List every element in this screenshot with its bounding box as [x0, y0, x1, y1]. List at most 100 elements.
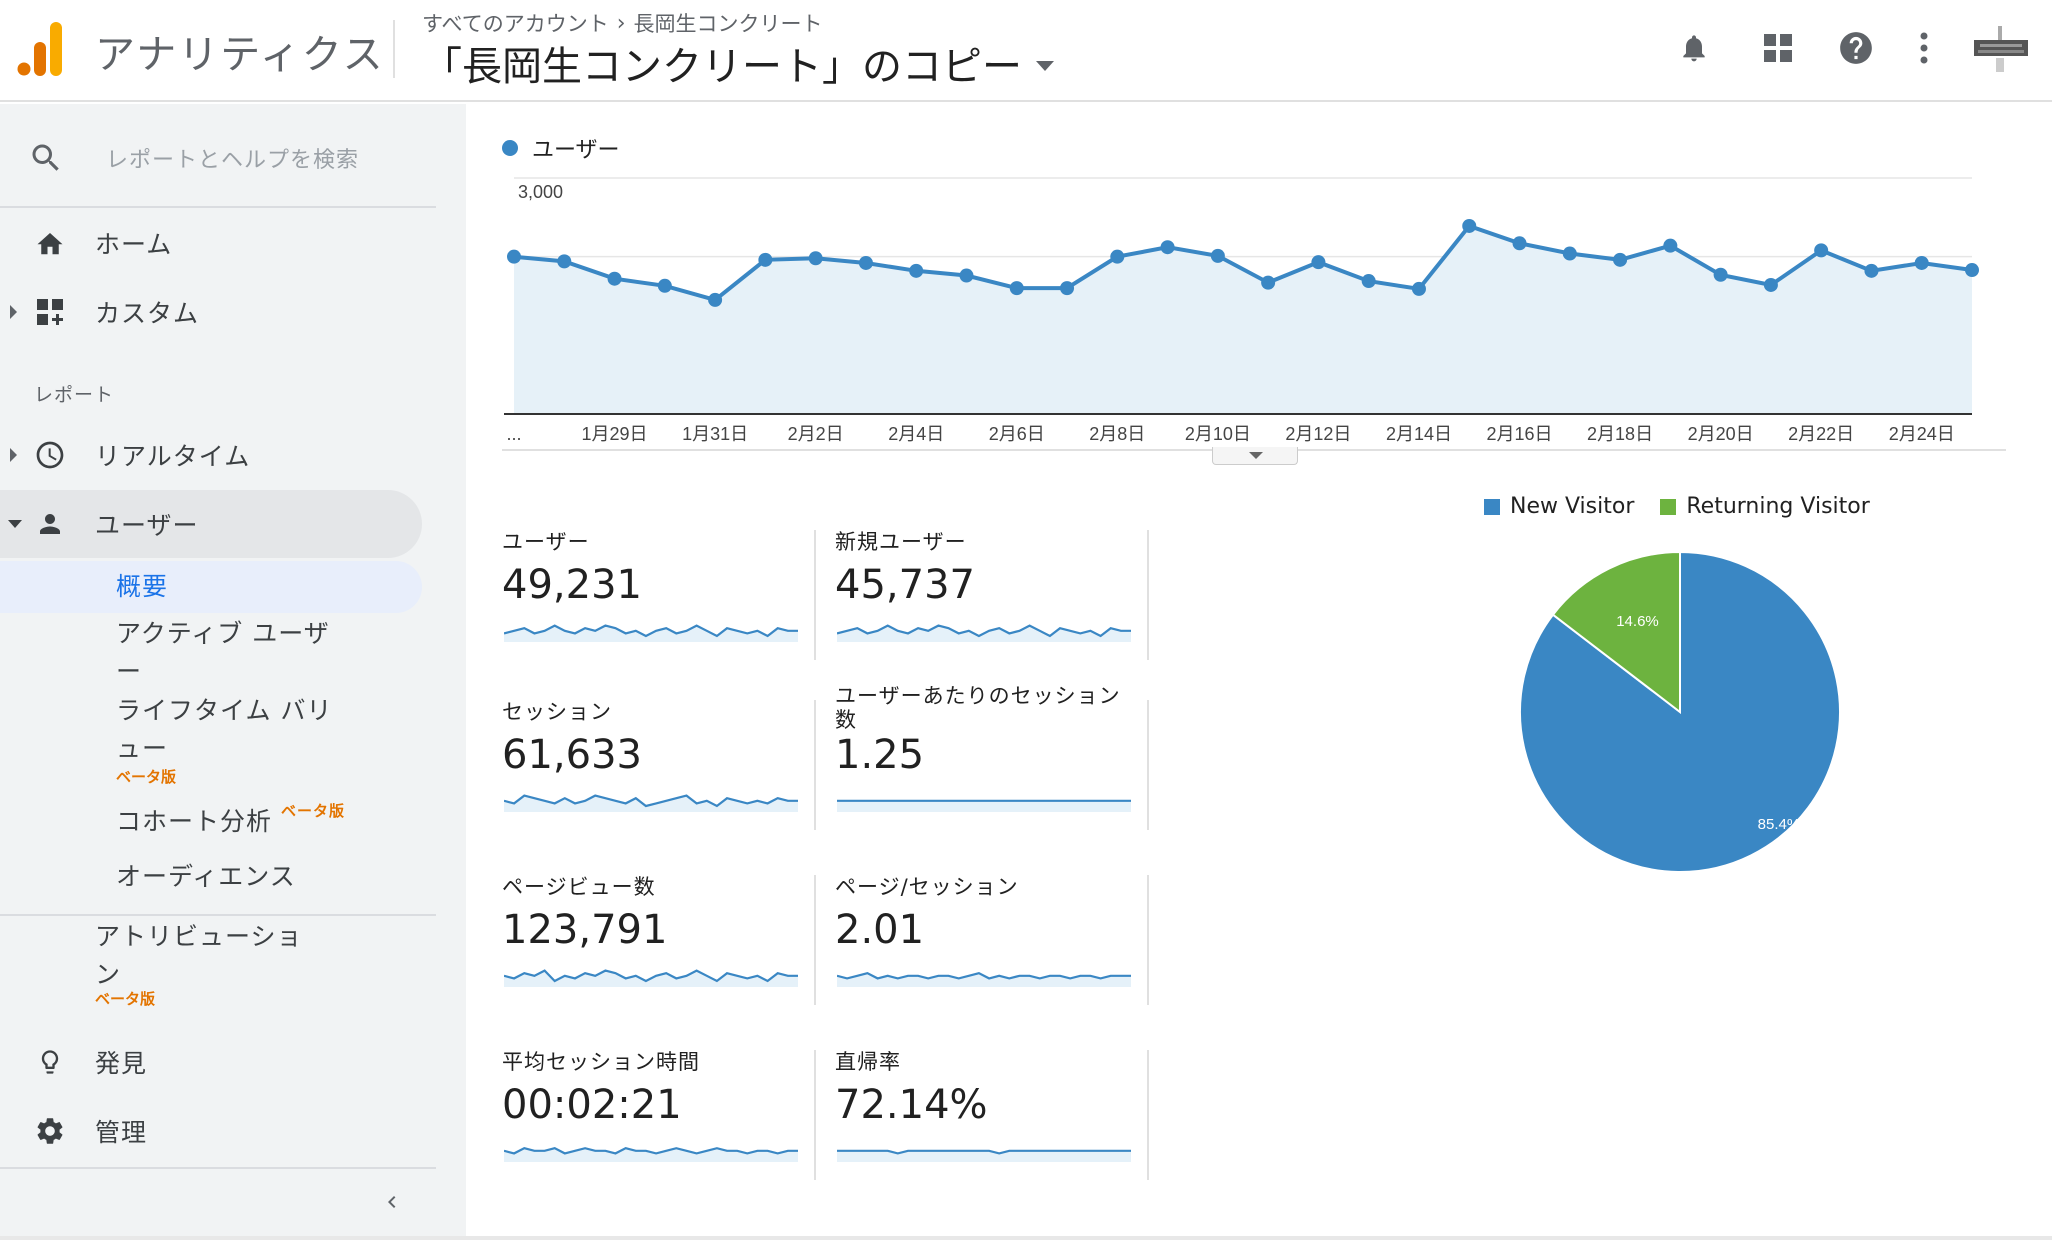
data-point[interactable]: [1663, 238, 1678, 253]
data-point[interactable]: [909, 263, 924, 278]
data-point[interactable]: [1261, 275, 1276, 290]
sidebar-subitem-audience[interactable]: オーディエンス: [116, 862, 296, 891]
search-icon: [32, 144, 59, 171]
metric-card[interactable]: ページ/セッション 2.01: [835, 875, 1135, 1005]
analytics-logo-icon[interactable]: [16, 20, 64, 78]
data-point[interactable]: [557, 254, 572, 269]
data-point[interactable]: [1814, 243, 1829, 258]
metric-card[interactable]: 直帰率 72.14%: [835, 1050, 1135, 1180]
help-icon[interactable]: [1834, 26, 1878, 70]
report-search[interactable]: レポートとヘルプを検索: [0, 104, 436, 204]
data-point[interactable]: [1411, 281, 1426, 296]
top-app-bar: アナリティクス すべてのアカウント › 長岡生コンクリート 「長岡生コンクリート…: [0, 0, 2052, 102]
more-vert-icon[interactable]: [1902, 26, 1946, 70]
metric-value: 45,737: [835, 562, 975, 608]
person-icon: [34, 508, 66, 540]
data-point[interactable]: [1965, 263, 1979, 278]
data-point[interactable]: [1462, 218, 1477, 233]
data-point[interactable]: [959, 268, 974, 283]
data-point[interactable]: [1562, 246, 1577, 261]
avatar[interactable]: [1970, 18, 2032, 80]
sidebar-subitem-overview[interactable]: 概要: [116, 572, 169, 601]
data-point[interactable]: [1060, 281, 1075, 296]
expand-arrow-icon[interactable]: [10, 448, 17, 462]
expand-arrow-icon[interactable]: [10, 305, 17, 319]
metric-card[interactable]: 平均セッション時間 00:02:21: [502, 1050, 802, 1180]
x-tick-label: 2月18日: [1587, 424, 1653, 444]
metric-card[interactable]: ユーザーあたりのセッション数 1.25: [835, 684, 1135, 830]
metric-divider: [1147, 530, 1149, 660]
metric-value: 49,231: [502, 562, 642, 608]
data-point[interactable]: [1763, 277, 1778, 292]
page-bottom-border: [0, 1236, 2052, 1240]
data-point[interactable]: [507, 249, 521, 264]
data-point[interactable]: [758, 252, 773, 267]
metric-value: 123,791: [502, 907, 668, 953]
series-area: [514, 226, 1972, 414]
breadcrumb[interactable]: すべてのアカウント › 長岡生コンクリート: [422, 8, 823, 38]
view-title: 「長岡生コンクリート」のコピー: [422, 44, 1022, 90]
metric-name: 新規ユーザー: [835, 530, 967, 554]
breadcrumb-account[interactable]: すべてのアカウント: [422, 12, 609, 36]
collapse-sidebar-icon[interactable]: [380, 1190, 404, 1214]
metric-value: 61,633: [502, 732, 642, 778]
sidebar-subitem-active-users[interactable]: アクティブ ユーザ ー: [116, 615, 330, 691]
data-point[interactable]: [1110, 249, 1125, 264]
subitem-label: コホート分析: [116, 807, 273, 836]
sidebar-item-realtime[interactable]: リアルタイム: [0, 421, 436, 489]
line-chart-legend: ユーザー: [502, 132, 620, 164]
metric-value: 00:02:21: [502, 1082, 682, 1128]
sidebar-item-attribution[interactable]: アトリビューショ ン: [95, 918, 303, 994]
visitor-type-pie-chart[interactable]: 85.4% 14.6%: [1510, 550, 1850, 890]
sidebar-item-custom[interactable]: カスタム: [0, 278, 436, 346]
metric-card[interactable]: ページビュー数 123,791: [502, 875, 802, 1005]
bell-icon[interactable]: [1672, 26, 1716, 70]
pie-slice-label: 85.4%: [1758, 816, 1801, 833]
chart-expand-toggle[interactable]: [1212, 447, 1298, 465]
sidebar-subitem-cohort[interactable]: コホート分析 ベータ版: [116, 802, 345, 844]
data-point[interactable]: [708, 292, 723, 307]
data-point[interactable]: [607, 271, 622, 286]
data-point[interactable]: [1009, 281, 1024, 296]
header-divider: [393, 20, 395, 78]
data-point[interactable]: [1361, 274, 1376, 289]
collapse-arrow-icon[interactable]: [8, 520, 22, 528]
data-point[interactable]: [808, 251, 823, 266]
data-point[interactable]: [1914, 255, 1929, 270]
sidebar: [0, 104, 466, 1240]
data-point[interactable]: [1864, 263, 1879, 278]
metric-name-line2: 数: [835, 708, 857, 732]
x-tick-label: 2月10日: [1185, 424, 1251, 444]
data-point[interactable]: [1311, 255, 1326, 270]
metric-card[interactable]: 新規ユーザー 45,737: [835, 530, 1135, 660]
sidebar-item-discover[interactable]: 発見: [0, 1028, 436, 1096]
metric-name: ページ/セッション: [835, 875, 1019, 899]
view-selector[interactable]: 「長岡生コンクリート」のコピー: [422, 34, 1054, 92]
sidebar-subitem-lifetime-value[interactable]: ライフタイム バリ ュー: [116, 692, 332, 768]
pie-slice-returning-visitor[interactable]: [1551, 550, 1681, 715]
data-point[interactable]: [1210, 248, 1225, 263]
search-input[interactable]: レポートとヘルプを検索: [106, 148, 360, 173]
legend-swatch: [502, 140, 518, 156]
breadcrumb-property[interactable]: 長岡生コンクリート: [633, 12, 823, 36]
chevron-right-icon: ›: [616, 10, 626, 36]
sidebar-item-users[interactable]: ユーザー: [0, 490, 422, 558]
data-point[interactable]: [657, 278, 672, 293]
metric-name: 直帰率: [835, 1050, 901, 1074]
data-point[interactable]: [858, 255, 873, 270]
sidebar-item-admin[interactable]: 管理: [0, 1097, 436, 1165]
subitem-label-line2: ュー: [116, 734, 169, 763]
data-point[interactable]: [1713, 267, 1728, 282]
sidebar-divider: [0, 206, 436, 208]
sidebar-item-home[interactable]: ホーム: [0, 209, 436, 277]
data-point[interactable]: [1512, 236, 1527, 251]
data-point[interactable]: [1613, 252, 1628, 267]
data-point[interactable]: [1160, 240, 1175, 255]
legend-swatch: [1660, 498, 1677, 515]
metric-card[interactable]: ユーザー 49,231: [502, 530, 802, 660]
metric-sparkline: [504, 794, 798, 812]
metric-card[interactable]: セッション 61,633: [502, 700, 802, 830]
apps-grid-icon[interactable]: [1756, 26, 1800, 70]
users-line-chart[interactable]: 3,0002,0001,000...1月29日1月31日2月2日2月4日2月6日…: [500, 170, 2010, 450]
metric-value: 1.25: [835, 732, 925, 778]
